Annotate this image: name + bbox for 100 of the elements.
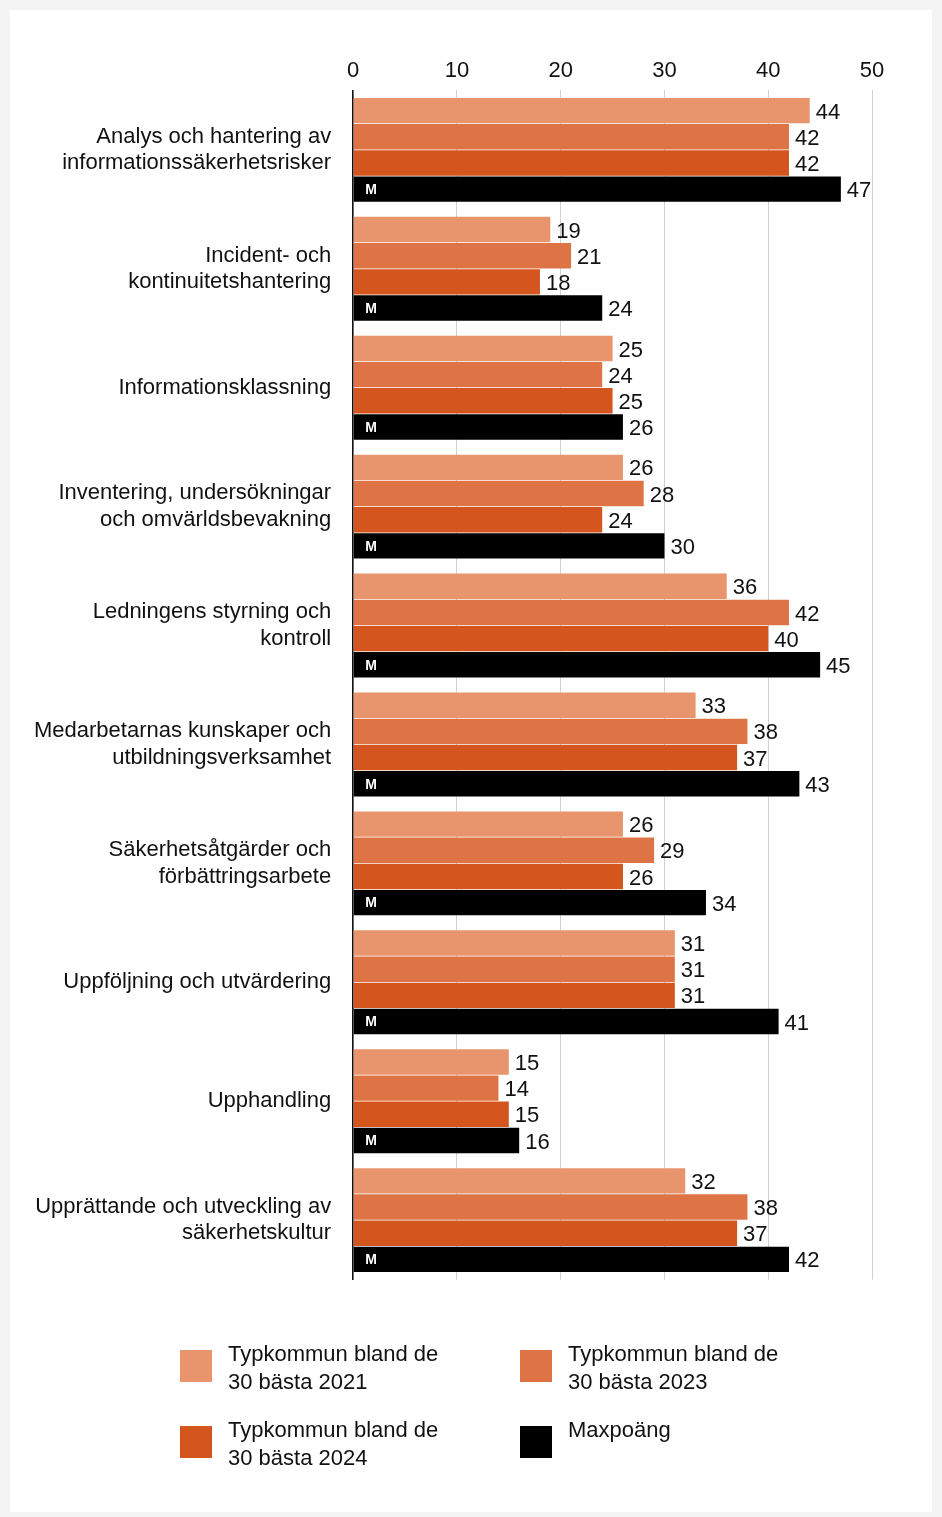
data-label: 30 bbox=[670, 533, 695, 559]
data-label: 19 bbox=[556, 217, 581, 243]
y-tick-label: Medarbetarnas kunskaper och utbildningsverksamhet bbox=[34, 717, 332, 769]
data-label: 24 bbox=[608, 296, 633, 322]
data-label: 26 bbox=[628, 415, 654, 441]
bar bbox=[353, 1075, 499, 1101]
data-label: 42 bbox=[794, 124, 820, 150]
x-tick-label: 40 bbox=[755, 57, 781, 83]
bar bbox=[353, 1101, 509, 1127]
bar bbox=[353, 97, 810, 124]
data-label: 38 bbox=[753, 1195, 778, 1221]
bar bbox=[353, 480, 644, 507]
bar bbox=[353, 599, 789, 626]
y-tick-label: Inventering, undersökningar och omvärldsbevakning bbox=[58, 479, 332, 531]
bar bbox=[353, 811, 623, 837]
bar bbox=[353, 889, 706, 916]
y-tick-label: Analys och hantering av informationssäkerhetsrisker bbox=[62, 122, 332, 175]
data-label: 34 bbox=[711, 890, 737, 916]
bar bbox=[353, 1049, 509, 1075]
y-tick-label: Ledningens styrning och kontroll bbox=[92, 598, 332, 650]
data-label: 28 bbox=[649, 481, 675, 507]
data-label: 44 bbox=[815, 98, 841, 124]
bar bbox=[353, 930, 675, 956]
bar bbox=[353, 1220, 738, 1246]
y-tick-label: Informationsklassning bbox=[118, 373, 332, 399]
bar bbox=[353, 863, 623, 890]
y-tick-label: Säkerhetsåtgärder och förbättringsarbete bbox=[108, 836, 332, 888]
data-label: 18 bbox=[545, 269, 571, 295]
annotation: M bbox=[365, 180, 377, 197]
bar bbox=[353, 361, 603, 388]
bar bbox=[353, 573, 727, 599]
annotation: M bbox=[365, 894, 377, 911]
data-label: 26 bbox=[628, 455, 654, 481]
data-label: 26 bbox=[628, 864, 654, 890]
bar bbox=[353, 956, 675, 982]
bar bbox=[353, 652, 821, 678]
data-label: 40 bbox=[774, 626, 799, 652]
data-label: 33 bbox=[701, 693, 727, 719]
y-tick-label: Upphandling bbox=[207, 1087, 332, 1113]
data-label: 37 bbox=[743, 1221, 768, 1247]
data-label: 16 bbox=[525, 1128, 550, 1154]
annotation: M bbox=[365, 537, 377, 554]
bar bbox=[353, 1194, 748, 1220]
bar bbox=[353, 1246, 789, 1273]
annotation: M bbox=[365, 1251, 377, 1268]
data-label: 43 bbox=[805, 771, 830, 797]
bar bbox=[353, 1168, 686, 1194]
y-tick-label: Uppföljning och utvärdering bbox=[63, 968, 332, 994]
bar bbox=[353, 388, 613, 414]
annotation: M bbox=[365, 1013, 377, 1030]
data-label: 15 bbox=[514, 1102, 540, 1128]
data-label: 31 bbox=[680, 931, 706, 957]
bar bbox=[353, 295, 603, 321]
legend-label: Maxpoäng bbox=[568, 1416, 671, 1444]
bar bbox=[353, 837, 655, 863]
data-label: 37 bbox=[743, 745, 768, 771]
bar bbox=[353, 243, 572, 269]
bar bbox=[353, 718, 748, 745]
annotation: M bbox=[365, 775, 377, 792]
bar bbox=[353, 414, 623, 440]
bar bbox=[353, 533, 665, 559]
data-label: 14 bbox=[504, 1076, 529, 1102]
bar bbox=[353, 771, 800, 797]
bar bbox=[353, 335, 613, 362]
bar bbox=[353, 507, 603, 533]
bar bbox=[353, 692, 696, 718]
x-tick-label: 0 bbox=[347, 57, 360, 83]
data-label: 42 bbox=[794, 1247, 820, 1273]
x-tick-label: 30 bbox=[652, 57, 677, 83]
data-label: 31 bbox=[680, 957, 706, 983]
bar bbox=[353, 982, 675, 1009]
annotation: M bbox=[365, 1132, 377, 1149]
legend-label: Typkommun bland de 30 bästa 2021 bbox=[228, 1340, 440, 1396]
data-label: 31 bbox=[680, 983, 706, 1009]
annotation: M bbox=[365, 299, 377, 316]
data-label: 29 bbox=[660, 838, 685, 864]
data-label: 32 bbox=[691, 1168, 716, 1194]
bar bbox=[353, 216, 551, 243]
data-label: 38 bbox=[753, 719, 778, 745]
bar bbox=[353, 1127, 520, 1154]
data-label: 42 bbox=[794, 600, 820, 626]
data-label: 25 bbox=[618, 336, 644, 362]
bar bbox=[353, 176, 841, 202]
bar bbox=[353, 744, 738, 771]
annotation: M bbox=[365, 656, 377, 673]
x-tick-label: 10 bbox=[444, 57, 470, 83]
data-label: 24 bbox=[608, 507, 633, 533]
data-label: 21 bbox=[577, 243, 602, 269]
bar bbox=[353, 150, 789, 176]
y-tick-label: Incident- och kontinuitetshantering bbox=[128, 241, 332, 294]
data-label: 15 bbox=[514, 1050, 540, 1076]
y-tick-label: Upprättande och utveckling av säkerhetskultur bbox=[35, 1193, 332, 1245]
x-tick-label: 20 bbox=[548, 57, 573, 83]
data-label: 36 bbox=[732, 574, 758, 600]
data-label: 24 bbox=[608, 362, 633, 388]
data-label: 45 bbox=[826, 652, 851, 678]
bar bbox=[353, 124, 789, 150]
data-label: 42 bbox=[794, 151, 820, 176]
bar bbox=[353, 1008, 779, 1035]
data-label: 47 bbox=[846, 177, 872, 203]
